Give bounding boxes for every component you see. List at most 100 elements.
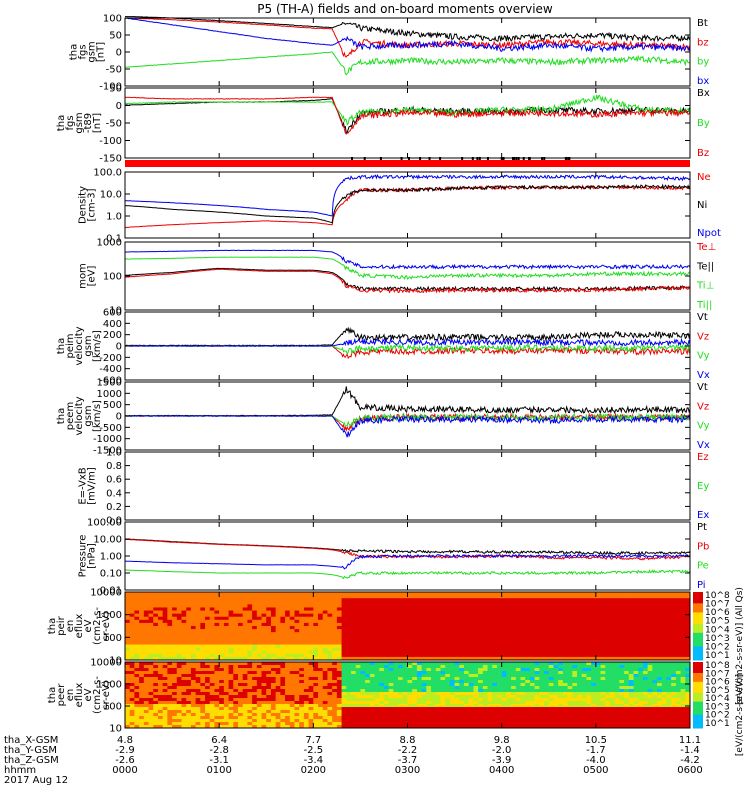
- heat-cell: [525, 626, 531, 630]
- heat-cell: [275, 607, 281, 612]
- heat-cell: [539, 598, 545, 602]
- heat-cell: [431, 722, 437, 726]
- heat-cell: [647, 656, 653, 661]
- heat-cell: [308, 695, 314, 699]
- heat-cell: [407, 671, 413, 675]
- heat-cell: [435, 626, 441, 630]
- heat-cell: [223, 716, 230, 720]
- heat-cell: [134, 665, 140, 669]
- heat-cell: [454, 677, 460, 681]
- heat-cell: [369, 665, 376, 669]
- heat-cell: [459, 635, 465, 639]
- heat-cell: [402, 713, 408, 717]
- heat-cell: [341, 635, 347, 639]
- heat-cell: [336, 601, 343, 605]
- heat-cell: [148, 698, 154, 702]
- heat-cell: [642, 604, 649, 608]
- heat-cell: [657, 592, 663, 596]
- heat-cell: [520, 665, 526, 669]
- heat-cell: [242, 656, 248, 661]
- legend-Vt: Vt: [697, 382, 708, 393]
- heat-cell: [143, 716, 150, 720]
- heat-cell: [275, 710, 281, 714]
- heat-cell: [341, 607, 347, 612]
- heat-cell: [336, 713, 343, 717]
- heat-cell: [157, 613, 164, 618]
- heat-cell: [360, 662, 366, 666]
- heat-cell: [595, 616, 602, 621]
- heat-cell: [567, 601, 573, 605]
- heat-cell: [313, 710, 319, 714]
- heat-cell: [388, 595, 394, 599]
- heat-cell: [496, 592, 503, 596]
- heat-cell: [482, 632, 489, 636]
- heat-cell: [275, 668, 281, 672]
- heat-cell: [172, 677, 178, 681]
- heat-cell: [233, 710, 239, 714]
- heat-cell: [153, 665, 159, 669]
- heat-cell: [520, 680, 526, 684]
- heat-cell: [412, 647, 418, 652]
- heat-cell: [657, 641, 663, 646]
- heat-cell: [125, 604, 131, 608]
- heat-cell: [280, 607, 286, 612]
- heat-cell: [153, 707, 159, 711]
- heat-cell: [379, 677, 385, 681]
- heat-cell: [242, 626, 248, 630]
- heat-cell: [134, 629, 140, 633]
- heat-cell: [308, 701, 314, 705]
- heat-cell: [205, 595, 211, 599]
- heat-cell: [303, 725, 310, 729]
- heat-cell: [492, 689, 498, 693]
- heat-cell: [435, 619, 441, 624]
- heat-cell: [591, 656, 597, 661]
- heat-cell: [256, 713, 263, 717]
- heat-cell: [355, 671, 361, 675]
- heat-cell: [449, 601, 456, 605]
- heat-cell: [577, 641, 583, 646]
- heat-cell: [162, 686, 168, 690]
- heat-cell: [162, 641, 168, 646]
- heat-cell: [407, 592, 413, 596]
- heat-cell: [318, 601, 324, 605]
- heat-cell: [242, 635, 248, 639]
- heat-cell: [143, 662, 150, 666]
- heat-cell: [482, 610, 489, 615]
- heat-cell: [369, 707, 376, 711]
- heat-cell: [642, 632, 649, 636]
- heat-cell: [270, 662, 277, 666]
- heat-cell: [266, 595, 272, 599]
- heat-cell: [351, 610, 357, 615]
- heat-cell: [449, 665, 456, 669]
- heat-cell: [157, 698, 164, 702]
- heat-cell: [299, 689, 305, 693]
- heat-cell: [351, 616, 357, 621]
- heat-cell: [657, 638, 663, 642]
- heat-cell: [134, 653, 140, 658]
- heat-cell: [247, 632, 253, 636]
- heat-cell: [525, 616, 531, 621]
- heat-cell: [346, 668, 352, 672]
- heat-cell: [421, 595, 427, 599]
- heat-cell: [393, 710, 399, 714]
- heat-cell: [162, 635, 168, 639]
- heat-cell: [303, 695, 310, 699]
- heat-cell: [266, 619, 272, 624]
- heat-cell: [652, 647, 658, 652]
- heat-cell: [172, 601, 178, 605]
- heat-cell: [454, 668, 460, 672]
- heat-cell: [487, 616, 493, 621]
- heat-cell: [393, 613, 399, 618]
- heat-cell: [666, 595, 672, 599]
- heat-cell: [412, 707, 418, 711]
- heat-cell: [172, 683, 178, 687]
- heat-cell: [520, 604, 526, 608]
- heat-cell: [445, 619, 451, 624]
- heat-cell: [511, 626, 517, 630]
- heat-cell: [134, 662, 140, 666]
- heat-cell: [412, 656, 418, 661]
- heat-cell: [365, 598, 371, 602]
- heat-cell: [186, 689, 192, 693]
- heat-cell: [496, 698, 503, 702]
- heat-cell: [190, 650, 197, 655]
